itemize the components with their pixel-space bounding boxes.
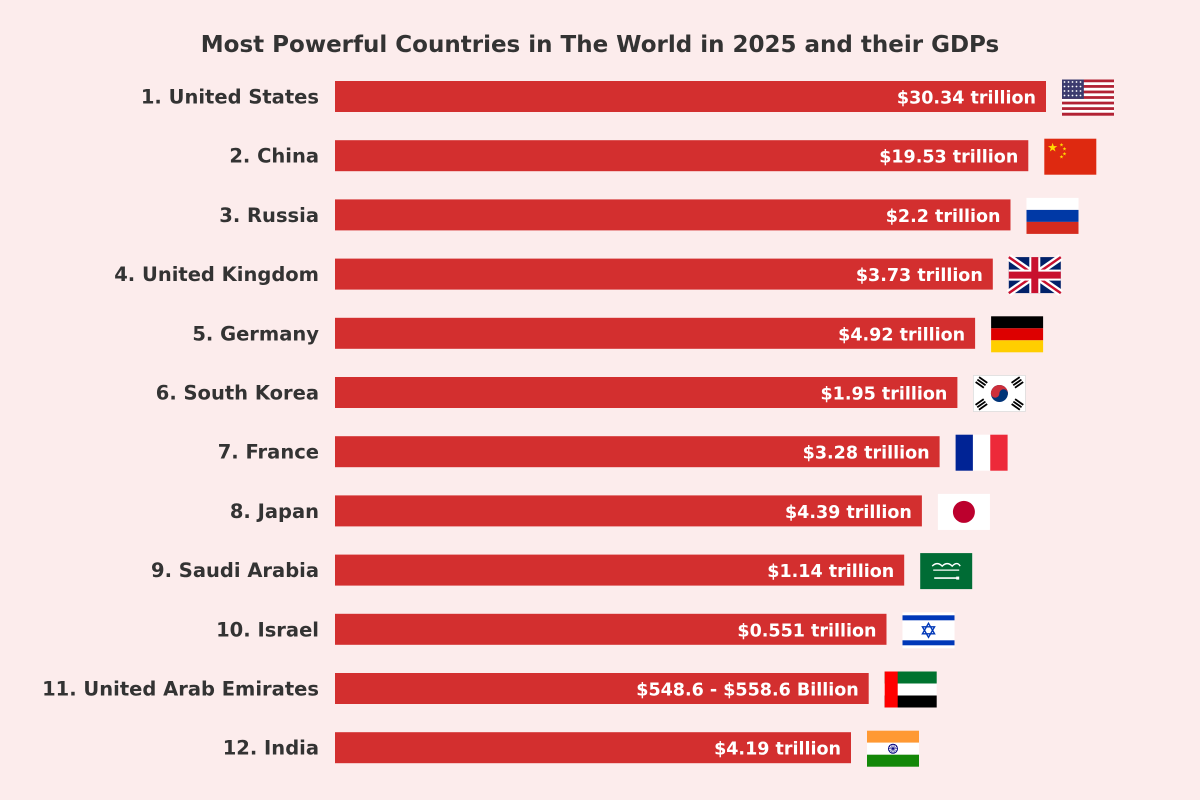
- bar: [335, 258, 993, 290]
- category-label: 5. Germany: [192, 322, 319, 345]
- united-kingdom-flag-icon: [1006, 254, 1063, 296]
- japan-flag-icon: [937, 493, 990, 530]
- bar: [335, 377, 958, 408]
- france-flag-icon: [955, 434, 1008, 471]
- china-flag-icon: ★ ★★★★: [1044, 138, 1097, 175]
- value-label: $3.28 trillion: [803, 444, 930, 464]
- category-label: 2. China: [229, 145, 319, 168]
- svg-text:★: ★: [1059, 143, 1064, 149]
- chart-title: Most Powerful Countries in The World in …: [201, 32, 999, 58]
- bar: [335, 436, 940, 468]
- value-label: $1.95 trillion: [820, 385, 947, 405]
- india-flag-icon: [867, 730, 919, 767]
- bar: [335, 613, 887, 645]
- bar: [335, 140, 1029, 172]
- bar: [335, 554, 905, 586]
- svg-text:★: ★: [1047, 141, 1058, 155]
- svg-text:★: ★: [1062, 152, 1067, 158]
- value-label: $1.14 trillion: [767, 562, 894, 582]
- value-label: $2.2 trillion: [886, 207, 1001, 227]
- south-korea-flag-icon: [973, 375, 1026, 412]
- bar: [335, 732, 851, 764]
- category-label: 11. United Arab Emirates: [42, 678, 319, 701]
- category-label: 3. Russia: [219, 204, 319, 227]
- value-label: $548.6 - $558.6 Billion: [636, 681, 858, 701]
- category-label: 1. United States: [141, 86, 319, 109]
- israel-flag-icon: [902, 612, 955, 649]
- bar: [335, 495, 922, 527]
- category-label: 9. Saudi Arabia: [151, 559, 319, 582]
- bar: [335, 199, 1011, 231]
- united-arab-emirates-flag-icon: [884, 671, 937, 708]
- value-label: $0.551 trillion: [737, 621, 876, 641]
- value-label: $4.19 trillion: [714, 740, 841, 760]
- svg-text:★: ★: [1062, 147, 1067, 153]
- category-label: 7. France: [218, 441, 319, 464]
- value-label: $4.39 trillion: [785, 503, 912, 523]
- category-label: 6. South Korea: [156, 382, 319, 405]
- category-label: 8. Japan: [230, 500, 319, 523]
- bar: [335, 317, 976, 349]
- bar: [335, 673, 869, 704]
- svg-text:★: ★: [1059, 155, 1064, 161]
- russia-flag-icon: [1026, 197, 1079, 234]
- germany-flag-icon: [991, 316, 1044, 353]
- category-label: 4. United Kingdom: [114, 263, 319, 286]
- category-label: 12. India: [223, 737, 319, 760]
- value-label: $4.92 trillion: [838, 325, 965, 345]
- bar: [335, 81, 1046, 112]
- united-states-flag-icon: [1062, 79, 1114, 116]
- saudi-arabia-flag-icon: [920, 553, 973, 590]
- value-label: $3.73 trillion: [856, 266, 983, 286]
- value-label: $30.34 trillion: [897, 89, 1036, 109]
- category-label: 10. Israel: [216, 618, 319, 641]
- value-label: $19.53 trillion: [879, 148, 1018, 168]
